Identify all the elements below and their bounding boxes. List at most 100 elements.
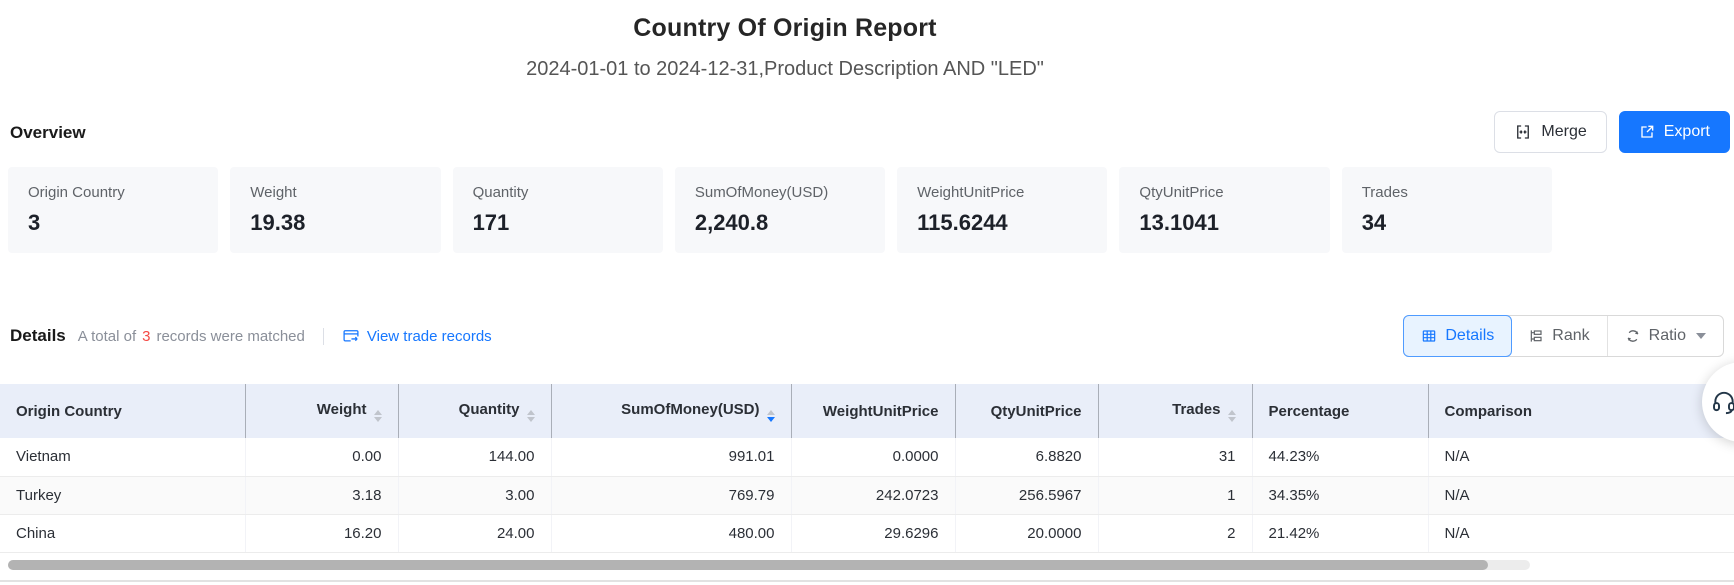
- merge-button-label: Merge: [1541, 123, 1586, 141]
- sort-carets: [527, 410, 535, 422]
- page-subtitle: 2024-01-01 to 2024-12-31,Product Descrip…: [0, 58, 1570, 81]
- merge-button[interactable]: Merge: [1494, 111, 1606, 153]
- view-mode-rank[interactable]: Rank: [1511, 316, 1606, 356]
- column-header-weightunitprice: WeightUnitPrice: [791, 384, 955, 438]
- details-bar: Details A total of3records were matched …: [0, 315, 1734, 357]
- horizontal-scrollbar-thumb[interactable]: [8, 560, 1488, 570]
- table-cell: 144.00: [398, 438, 551, 476]
- view-mode-details-label: Details: [1445, 327, 1494, 345]
- table-cell: N/A: [1428, 514, 1734, 552]
- card-label: Origin Country: [28, 184, 198, 201]
- overview-card: QtyUnitPrice 13.1041: [1119, 167, 1329, 253]
- column-header-weight[interactable]: Weight: [245, 384, 398, 438]
- table-cell: 24.00: [398, 514, 551, 552]
- table-cell: 2: [1098, 514, 1252, 552]
- table-cell: Turkey: [0, 476, 245, 514]
- view-trade-records-label: View trade records: [367, 328, 492, 345]
- table-cell: 31: [1098, 438, 1252, 476]
- table-cell: N/A: [1428, 438, 1734, 476]
- table-cell: 242.0723: [791, 476, 955, 514]
- table-cell: 991.01: [551, 438, 791, 476]
- sort-carets: [1228, 410, 1236, 422]
- card-label: QtyUnitPrice: [1139, 184, 1309, 201]
- overview-card: Origin Country 3: [8, 167, 218, 253]
- overview-heading: Overview: [10, 123, 86, 143]
- column-header-qtyunitprice: QtyUnitPrice: [955, 384, 1098, 438]
- table-header-row: Origin Country Weight Quantity SumOfMoney(U…: [0, 384, 1734, 438]
- view-trade-records-link[interactable]: View trade records: [342, 327, 492, 345]
- card-label: Trades: [1362, 184, 1532, 201]
- table-row: Turkey3.183.00769.79242.0723256.5967134.…: [0, 476, 1734, 514]
- overview-bar: Overview Merge Export: [0, 111, 1734, 155]
- match-text-prefix: A total of: [78, 328, 136, 345]
- view-mode-rank-label: Rank: [1552, 327, 1589, 345]
- sort-carets: [767, 410, 775, 422]
- table-cell: 256.5967: [955, 476, 1098, 514]
- table-cell: 480.00: [551, 514, 791, 552]
- card-value: 115.6244: [917, 210, 1087, 236]
- card-value: 2,240.8: [695, 210, 865, 236]
- table-cell: 3.18: [245, 476, 398, 514]
- column-header-comparison: Comparison: [1428, 384, 1734, 438]
- horizontal-scrollbar-track: [8, 560, 1530, 570]
- table-cell: 34.35%: [1252, 476, 1428, 514]
- table-cell: 0.00: [245, 438, 398, 476]
- column-header-label: SumOfMoney(USD): [621, 401, 759, 418]
- overview-card: Quantity 171: [453, 167, 663, 253]
- ratio-sync-icon: [1625, 328, 1641, 344]
- rank-icon: [1528, 328, 1544, 344]
- details-summary: Details A total of3records were matched …: [10, 326, 492, 346]
- card-value: 3: [28, 210, 198, 236]
- overview-card: SumOfMoney(USD) 2,240.8: [675, 167, 885, 253]
- sort-carets: [374, 410, 382, 422]
- overview-cards: Origin Country 3 Weight 19.38 Quantity 1…: [8, 167, 1552, 253]
- overview-card: WeightUnitPrice 115.6244: [897, 167, 1107, 253]
- export-icon: [1639, 124, 1655, 140]
- view-mode-group: Details Rank Ratio: [1403, 315, 1724, 357]
- column-header-label: Weight: [317, 401, 367, 418]
- card-value: 171: [473, 210, 643, 236]
- report-header: Country Of Origin Report 2024-01-01 to 2…: [0, 0, 1570, 81]
- column-header-percentage: Percentage: [1252, 384, 1428, 438]
- card-value: 34: [1362, 210, 1532, 236]
- card-label: WeightUnitPrice: [917, 184, 1087, 201]
- table-cell: Vietnam: [0, 438, 245, 476]
- column-header-label: WeightUnitPrice: [823, 403, 939, 420]
- origin-table: Origin Country Weight Quantity SumOfMoney(U…: [0, 384, 1734, 553]
- table-cell: 0.0000: [791, 438, 955, 476]
- column-header-label: Origin Country: [16, 403, 122, 420]
- merge-cells-icon: [1514, 123, 1532, 141]
- action-buttons: Merge Export: [1494, 111, 1730, 153]
- details-heading: Details: [10, 326, 66, 346]
- view-mode-details[interactable]: Details: [1403, 315, 1512, 357]
- overview-card: Trades 34: [1342, 167, 1552, 253]
- overview-card: Weight 19.38: [230, 167, 440, 253]
- card-label: Weight: [250, 184, 420, 201]
- match-text-suffix: records were matched: [156, 328, 304, 345]
- table-cell: 21.42%: [1252, 514, 1428, 552]
- table-cell: 3.00: [398, 476, 551, 514]
- headset-icon: [1711, 389, 1734, 415]
- table-body: Vietnam0.00144.00991.010.00006.88203144.…: [0, 438, 1734, 552]
- view-mode-ratio-label: Ratio: [1649, 327, 1686, 345]
- card-label: Quantity: [473, 184, 643, 201]
- column-header-label: QtyUnitPrice: [991, 403, 1082, 420]
- table-cell: 769.79: [551, 476, 791, 514]
- view-mode-ratio[interactable]: Ratio: [1607, 316, 1723, 356]
- column-header-trades[interactable]: Trades: [1098, 384, 1252, 438]
- table-cell: 20.0000: [955, 514, 1098, 552]
- window-bottom-divider: [0, 580, 1734, 582]
- details-table-wrap: Origin Country Weight Quantity SumOfMoney(U…: [0, 384, 1734, 553]
- card-value: 13.1041: [1139, 210, 1309, 236]
- column-header-label: Comparison: [1445, 403, 1533, 420]
- column-header-origin-country: Origin Country: [0, 384, 245, 438]
- table-row: China16.2024.00480.0029.629620.0000221.4…: [0, 514, 1734, 552]
- column-header-label: Quantity: [459, 401, 520, 418]
- column-header-label: Percentage: [1269, 403, 1350, 420]
- vertical-divider: [323, 328, 324, 345]
- column-header-quantity[interactable]: Quantity: [398, 384, 551, 438]
- export-button[interactable]: Export: [1619, 111, 1730, 153]
- table-cell: 29.6296: [791, 514, 955, 552]
- column-header-sumofmoney-usd[interactable]: SumOfMoney(USD): [551, 384, 791, 438]
- trade-records-icon: [342, 327, 360, 345]
